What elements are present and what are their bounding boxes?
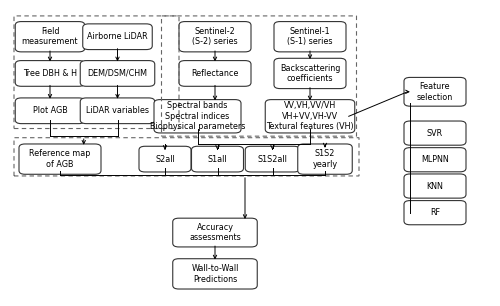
FancyBboxPatch shape <box>19 144 101 174</box>
Text: VV,VH,VV/VH
VH+VV,VH-VV
Textural features (VH): VV,VH,VV/VH VH+VV,VH-VV Textural feature… <box>266 101 354 131</box>
Text: RF: RF <box>430 208 440 217</box>
FancyBboxPatch shape <box>82 24 152 50</box>
FancyBboxPatch shape <box>404 174 466 198</box>
FancyBboxPatch shape <box>173 259 257 289</box>
FancyBboxPatch shape <box>16 61 85 86</box>
FancyBboxPatch shape <box>274 58 346 89</box>
FancyBboxPatch shape <box>139 146 191 172</box>
Text: Airborne LiDAR: Airborne LiDAR <box>87 32 148 41</box>
Text: Feature
selection: Feature selection <box>417 82 453 102</box>
Text: Field
measurement: Field measurement <box>22 27 78 47</box>
FancyBboxPatch shape <box>404 148 466 172</box>
Text: S1S2all: S1S2all <box>258 155 288 164</box>
FancyBboxPatch shape <box>404 201 466 225</box>
Text: KNN: KNN <box>426 181 444 191</box>
FancyBboxPatch shape <box>298 144 352 174</box>
FancyBboxPatch shape <box>80 61 155 86</box>
FancyBboxPatch shape <box>404 77 466 106</box>
FancyBboxPatch shape <box>404 121 466 145</box>
FancyBboxPatch shape <box>16 98 85 124</box>
Text: Backscattering
coefficients: Backscattering coefficients <box>280 64 340 83</box>
Text: S1all: S1all <box>208 155 228 164</box>
Text: Reference map
of AGB: Reference map of AGB <box>30 149 90 169</box>
FancyBboxPatch shape <box>80 98 155 124</box>
FancyBboxPatch shape <box>274 22 346 52</box>
Text: DEM/DSM/CHM: DEM/DSM/CHM <box>88 69 148 78</box>
Text: S1S2
yearly: S1S2 yearly <box>312 149 338 169</box>
FancyBboxPatch shape <box>179 61 251 86</box>
Text: Sentinel-1
(S-1) series: Sentinel-1 (S-1) series <box>287 27 333 47</box>
Text: Reflectance: Reflectance <box>192 69 238 78</box>
Text: S2all: S2all <box>155 155 175 164</box>
FancyBboxPatch shape <box>16 22 85 52</box>
FancyBboxPatch shape <box>265 100 355 133</box>
FancyBboxPatch shape <box>179 22 251 52</box>
FancyBboxPatch shape <box>154 100 241 133</box>
Text: Spectral bands
Spectral indices
Biophysical parameters: Spectral bands Spectral indices Biophysi… <box>150 101 245 131</box>
Text: SVR: SVR <box>427 129 443 138</box>
FancyBboxPatch shape <box>173 218 257 247</box>
Text: LiDAR variables: LiDAR variables <box>86 106 149 115</box>
Text: Sentinel-2
(S-2) series: Sentinel-2 (S-2) series <box>192 27 238 47</box>
Text: MLPNN: MLPNN <box>421 155 449 164</box>
FancyBboxPatch shape <box>246 146 300 172</box>
Text: Plot AGB: Plot AGB <box>32 106 68 115</box>
Text: Tree DBH & H: Tree DBH & H <box>23 69 77 78</box>
Text: Accuracy
assessments: Accuracy assessments <box>189 223 241 242</box>
FancyBboxPatch shape <box>192 146 244 172</box>
Text: Wall-to-Wall
Predictions: Wall-to-Wall Predictions <box>192 264 238 284</box>
